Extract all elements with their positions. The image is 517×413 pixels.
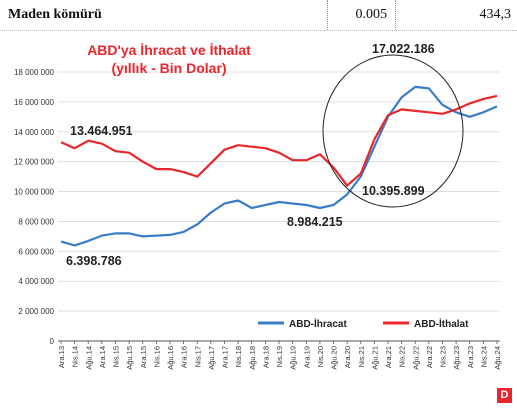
y-tick-label: 0 — [50, 337, 55, 346]
chart-title: ABD'ya İhracat ve İthalat — [87, 42, 251, 58]
export-line — [60, 85, 498, 247]
column-divider — [327, 0, 328, 30]
y-tick-label: 6 000 000 — [18, 247, 54, 256]
x-tick-label: Ağu.14 — [84, 346, 93, 370]
x-tick-label: Ara.19 — [302, 346, 311, 368]
value-1: 0.005 — [355, 7, 388, 22]
x-tick-label: Ağu.22 — [411, 346, 420, 370]
chart-subtitle: (yıllık - Bin Dolar) — [111, 60, 226, 76]
column-divider — [395, 0, 396, 30]
x-tick-label: Ağu.17 — [207, 346, 216, 370]
x-tick-label: Ara.15 — [139, 346, 148, 368]
annotation-export-2020: 8.984.215 — [287, 215, 343, 229]
legend: ABD-İhracat ABD-İthalat — [258, 317, 469, 330]
x-tick-label: Ara.22 — [425, 346, 434, 368]
x-tick-label: Nis.14 — [71, 346, 80, 367]
legend-label-export: ABD-İhracat — [289, 317, 347, 330]
y-tick-label: 18 000 000 — [14, 68, 55, 77]
x-tick-label: Nis.19 — [275, 346, 284, 367]
x-tick-label: Ağu.19 — [289, 346, 298, 370]
x-tick-label: Ara.20 — [343, 346, 352, 368]
annotation-import-2021: 10.395.899 — [362, 184, 425, 198]
y-tick-label: 2 000 000 — [18, 307, 54, 316]
x-tick-label: Ara.21 — [384, 346, 393, 368]
x-tick-label: Nis.16 — [152, 346, 161, 367]
x-tick-label: Ara.13 — [57, 346, 66, 368]
series-lines — [60, 85, 498, 247]
y-axis-ticks: 0 2 000 000 4 000 000 6 000 000 8 000 000 10 … — [14, 68, 55, 346]
x-tick-label: Nis.21 — [357, 346, 366, 367]
x-tick-label: Nis.23 — [439, 346, 448, 367]
x-tick-label: Nis.24 — [479, 346, 488, 367]
value-2: 434,3 — [479, 7, 512, 22]
x-tick-label: Ağu.21 — [370, 346, 379, 370]
brand-logo: D — [497, 388, 512, 403]
x-tick-label: Ara.18 — [261, 346, 270, 368]
x-tick-label: Nis.22 — [398, 346, 407, 367]
x-tick-label: Ara.23 — [466, 346, 475, 368]
legend-label-import: ABD-İthalat — [414, 317, 469, 330]
y-tick-label: 10 000 000 — [14, 188, 55, 197]
y-tick-label: 14 000 000 — [14, 128, 55, 137]
annotation-export-2014: 6.398.786 — [66, 254, 122, 268]
x-tick-label: Ara.14 — [98, 346, 107, 368]
x-tick-label: Ağu.16 — [166, 346, 175, 370]
annotation-export-peak: 17.022.186 — [372, 42, 435, 56]
x-tick-label: Ağu.24 — [493, 346, 502, 370]
x-tick-label: Ara.17 — [221, 346, 230, 368]
header-divider — [0, 30, 517, 31]
x-tick-label: Nis.15 — [112, 346, 121, 367]
x-axis-ticks: Ara.13 Nis.14 Ağu.14 Ara.14 Nis.15 Ağu.15 Ara.… — [57, 341, 502, 370]
grid-lines — [58, 71, 500, 342]
x-tick-label: Ağu.23 — [452, 346, 461, 370]
commodity-name: Maden kömürü — [8, 7, 102, 22]
y-tick-label: 16 000 000 — [14, 98, 55, 107]
x-tick-label: Ağu.18 — [248, 346, 257, 370]
annotation-import-2014: 13.464.951 — [70, 124, 133, 138]
y-tick-label: 12 000 000 — [14, 158, 55, 167]
header-row: Maden kömürü 0.005 434,3 — [0, 0, 517, 30]
x-tick-label: Nis.18 — [234, 346, 243, 367]
x-tick-label: Ağu.15 — [125, 346, 134, 370]
y-tick-label: 4 000 000 — [18, 277, 54, 286]
x-tick-label: Ara.16 — [180, 346, 189, 368]
x-tick-label: Nis.17 — [193, 346, 202, 367]
highlight-circle — [322, 54, 464, 208]
import-line — [60, 94, 498, 187]
x-tick-label: Nis.20 — [316, 346, 325, 367]
y-tick-label: 8 000 000 — [18, 217, 54, 226]
x-tick-label: Ağu.20 — [330, 346, 339, 370]
